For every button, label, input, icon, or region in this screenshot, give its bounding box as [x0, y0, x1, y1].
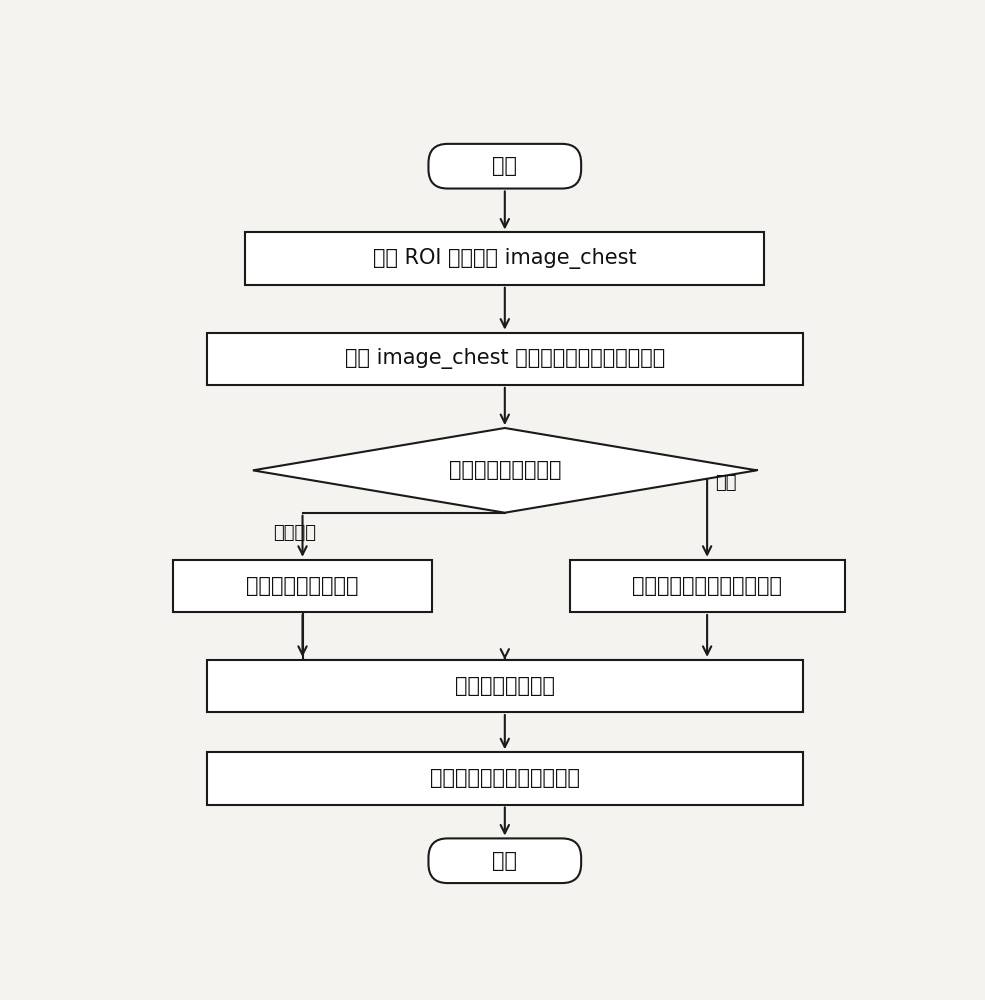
Text: 提取 image_chest 中白色区域的最小外接矩形: 提取 image_chest 中白色区域的最小外接矩形 [345, 348, 665, 369]
Text: 开始: 开始 [492, 156, 517, 176]
Text: 结束: 结束 [492, 851, 517, 871]
FancyBboxPatch shape [428, 838, 581, 883]
Bar [245, 232, 764, 285]
Text: 去除残留的气管与主支气管: 去除残留的气管与主支气管 [429, 768, 580, 788]
Polygon shape [253, 428, 756, 513]
Bar [207, 660, 803, 712]
Text: 判断是哪个部位的肺: 判断是哪个部位的肺 [448, 460, 561, 480]
Text: 胸腔 ROI 肺部区域 image_chest: 胸腔 ROI 肺部区域 image_chest [373, 248, 636, 269]
Text: 上、中部: 上、中部 [274, 524, 316, 542]
Text: 八邻域区域增长法: 八邻域区域增长法 [455, 676, 555, 696]
Bar [569, 560, 844, 612]
Bar [207, 752, 803, 805]
Bar [207, 333, 803, 385]
Text: 底部: 底部 [715, 474, 736, 492]
Bar [172, 560, 432, 612]
FancyBboxPatch shape [428, 144, 581, 189]
Text: 四个角旋转扫描寻找种子点: 四个角旋转扫描寻找种子点 [632, 576, 782, 596]
Text: 左右扫描寻找种子点: 左右扫描寻找种子点 [246, 576, 359, 596]
